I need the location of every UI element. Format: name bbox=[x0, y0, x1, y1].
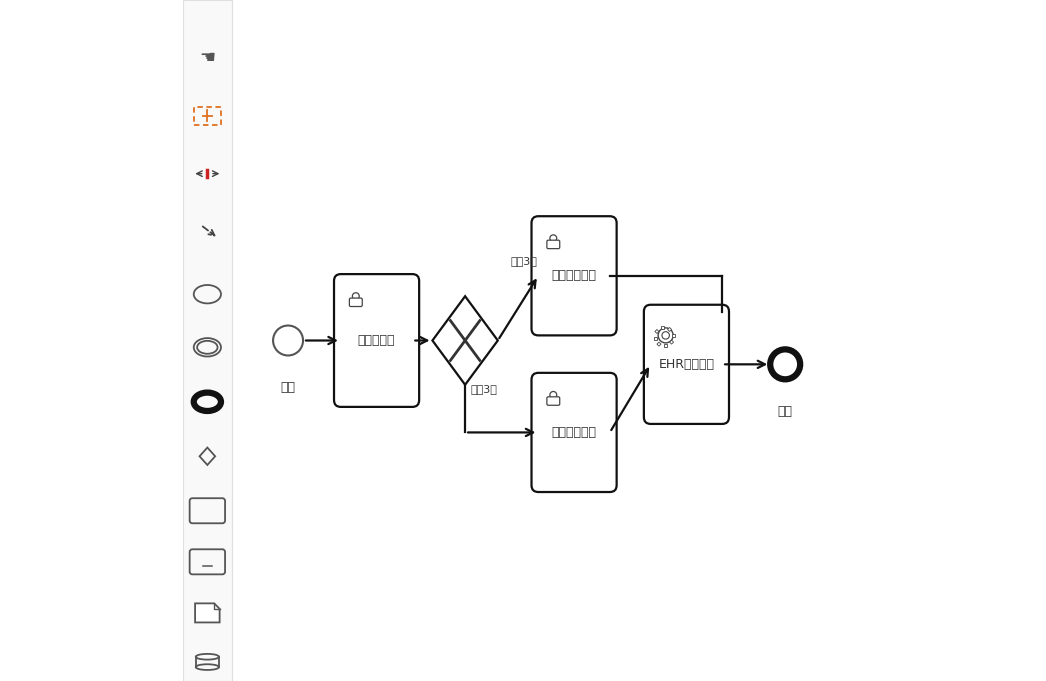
Text: 大于3天: 大于3天 bbox=[471, 383, 498, 394]
Circle shape bbox=[662, 332, 669, 339]
Polygon shape bbox=[196, 603, 220, 622]
Bar bbox=[667, 328, 672, 332]
Circle shape bbox=[550, 235, 556, 242]
Bar bbox=[655, 330, 659, 334]
Text: 结束: 结束 bbox=[777, 405, 793, 418]
Text: EHR系统处理: EHR系统处理 bbox=[658, 358, 714, 371]
Text: 直属领导审批: 直属领导审批 bbox=[551, 269, 596, 283]
Circle shape bbox=[550, 392, 556, 398]
Polygon shape bbox=[432, 296, 498, 385]
Bar bbox=[654, 337, 657, 340]
FancyBboxPatch shape bbox=[334, 274, 419, 407]
Circle shape bbox=[273, 326, 303, 355]
FancyBboxPatch shape bbox=[349, 298, 362, 306]
Text: ☚: ☚ bbox=[200, 49, 215, 67]
Bar bbox=[657, 342, 661, 346]
Text: 小于3天: 小于3天 bbox=[510, 255, 537, 266]
FancyBboxPatch shape bbox=[644, 305, 729, 424]
Circle shape bbox=[658, 328, 674, 343]
Bar bbox=[182, 0, 232, 681]
Text: 部门总监审批: 部门总监审批 bbox=[551, 426, 596, 439]
Text: 开始: 开始 bbox=[280, 381, 296, 394]
Bar bbox=[669, 340, 674, 344]
FancyBboxPatch shape bbox=[531, 373, 617, 492]
Circle shape bbox=[353, 293, 359, 300]
Text: 提交请假单: 提交请假单 bbox=[358, 334, 395, 347]
Bar bbox=[664, 345, 667, 347]
FancyBboxPatch shape bbox=[547, 240, 560, 249]
FancyBboxPatch shape bbox=[547, 397, 560, 405]
Bar bbox=[672, 334, 675, 337]
Circle shape bbox=[770, 349, 800, 379]
FancyBboxPatch shape bbox=[531, 217, 617, 336]
Bar bbox=[661, 326, 664, 330]
